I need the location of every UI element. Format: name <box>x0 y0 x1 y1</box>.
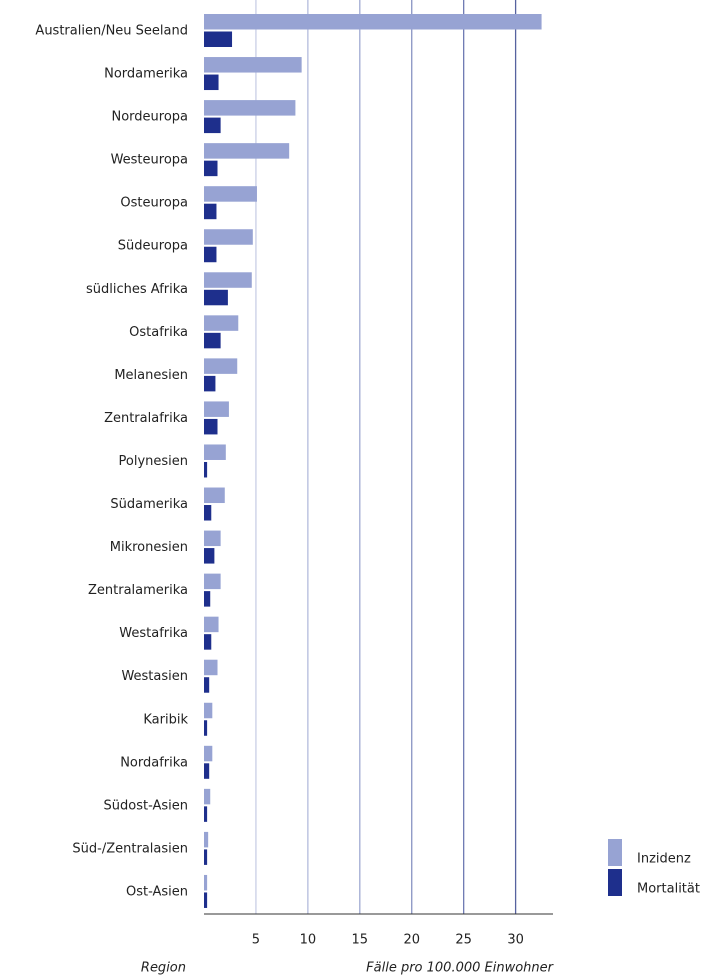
bar <box>204 892 208 908</box>
bar <box>204 401 229 417</box>
bar <box>204 487 225 504</box>
bar <box>204 358 238 374</box>
y-tick-label: Südeuropa <box>118 239 188 254</box>
y-tick-label: Nordeuropa <box>111 110 188 125</box>
legend-swatch <box>608 839 622 866</box>
y-tick-label: Süd-/Zentralasien <box>72 841 188 856</box>
y-axis-title: Region <box>141 961 186 976</box>
y-tick-label: Westeuropa <box>111 153 188 168</box>
bar <box>204 461 208 478</box>
bar <box>204 659 218 676</box>
bar <box>204 143 290 159</box>
y-tick-label: Zentralafrika <box>104 411 188 426</box>
bar <box>204 831 209 848</box>
y-tick-label: südliches Afrika <box>86 282 188 297</box>
x-tick-label: 5 <box>252 933 260 948</box>
bar <box>204 289 228 306</box>
legend-swatch <box>608 869 622 896</box>
y-tick-label: Nordafrika <box>120 755 188 770</box>
bar <box>204 160 218 177</box>
bar <box>204 117 221 134</box>
bar <box>204 548 215 564</box>
bar <box>204 573 221 590</box>
y-tick-label: Polynesien <box>119 454 189 469</box>
bar <box>204 14 542 30</box>
bar <box>204 874 208 891</box>
bar <box>204 186 257 202</box>
bar <box>204 616 219 633</box>
bar <box>204 332 221 349</box>
x-tick-label: 30 <box>507 933 524 948</box>
bar <box>204 806 208 822</box>
bar <box>204 505 212 521</box>
y-tick-label: Südost-Asien <box>104 798 189 813</box>
y-tick-label: Karibik <box>143 712 188 727</box>
bar <box>204 745 213 762</box>
bar <box>204 100 296 116</box>
legend-label: Inzidenz <box>637 852 691 867</box>
y-tick-label: Westafrika <box>119 626 188 641</box>
bar <box>204 788 211 805</box>
x-tick-label: 20 <box>403 933 420 948</box>
bar <box>204 375 216 392</box>
bar <box>204 720 208 736</box>
bar <box>204 272 252 288</box>
bar <box>204 203 217 220</box>
y-tick-label: Mikronesien <box>110 540 188 555</box>
y-tick-label: Ostafrika <box>129 325 188 340</box>
bar <box>204 229 253 245</box>
y-tick-label: Südamerika <box>110 497 188 512</box>
bar <box>204 246 217 263</box>
x-tick-label: 15 <box>352 933 369 948</box>
bar <box>204 702 213 719</box>
y-tick-label: Westasien <box>121 669 188 684</box>
bar <box>204 315 239 331</box>
y-tick-label: Melanesien <box>114 368 188 383</box>
legend-label: Mortalität <box>637 882 700 897</box>
y-tick-label: Osteuropa <box>120 196 188 211</box>
x-tick-label: 25 <box>455 933 472 948</box>
y-tick-label: Australien/Neu Seeland <box>35 24 188 39</box>
bar <box>204 444 226 460</box>
bar <box>204 31 233 47</box>
y-tick-label: Zentralamerika <box>88 583 188 598</box>
bar <box>204 530 221 547</box>
bar <box>204 418 218 435</box>
bar <box>204 849 208 865</box>
y-tick-label: Nordamerika <box>104 67 188 82</box>
bar <box>204 74 219 91</box>
bar <box>204 763 210 779</box>
bar <box>204 57 302 73</box>
x-axis-title: Fälle pro 100.000 Einwohner <box>366 961 554 976</box>
bar <box>204 634 212 650</box>
x-tick-label: 10 <box>300 933 317 948</box>
bar <box>204 591 211 607</box>
y-tick-label: Ost-Asien <box>126 884 188 899</box>
bar <box>204 677 210 693</box>
